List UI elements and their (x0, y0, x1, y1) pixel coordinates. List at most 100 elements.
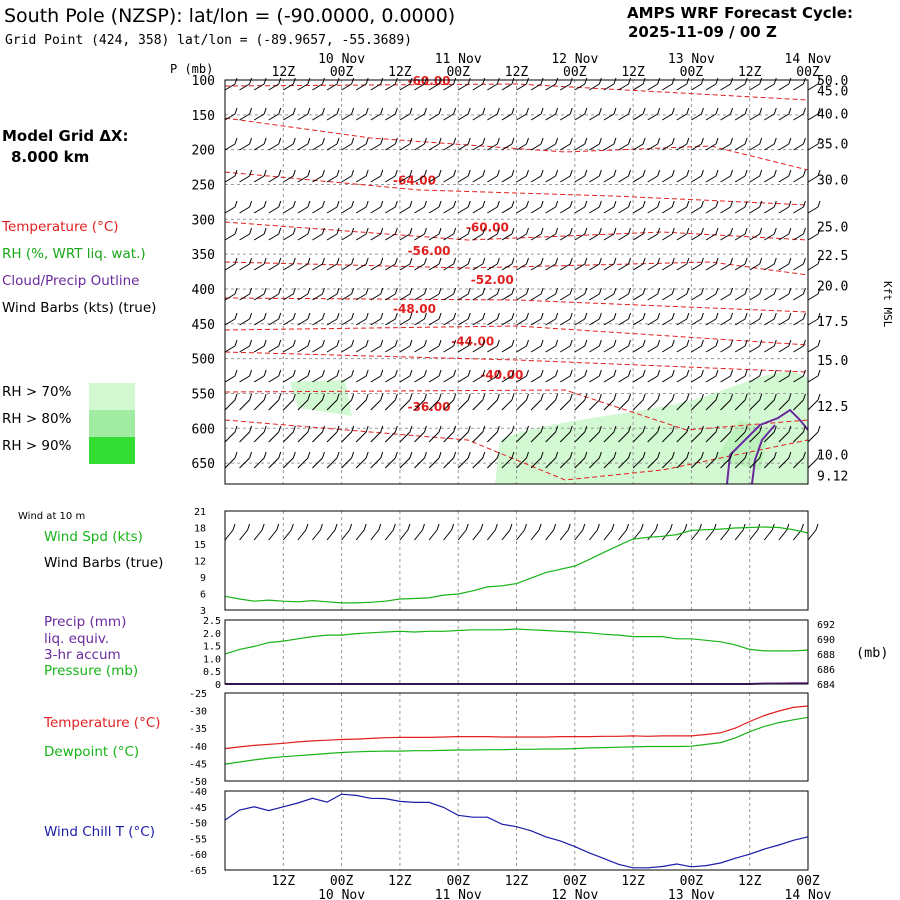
wind-barb-flag (598, 200, 602, 208)
wind-barb (705, 431, 717, 443)
wind-barb-flag (613, 200, 617, 208)
wind-barb (487, 206, 498, 214)
wind-barb (297, 143, 309, 151)
wind-barb-flag (628, 425, 631, 433)
rh-legend-label: RH > 70% (2, 384, 72, 400)
wind-barb-flag (467, 393, 471, 401)
wind-speed-tick: 15 (194, 540, 206, 551)
wind-barb (443, 206, 454, 214)
wind-barb (749, 431, 761, 443)
wind-barb-flag (511, 169, 515, 177)
surface-wind-barb (691, 529, 700, 541)
wind-barb-flag (788, 227, 792, 235)
wind-barb (414, 175, 425, 183)
wind-barb-flag (744, 169, 748, 177)
wind-barb (224, 206, 236, 214)
wind-barb-flag (773, 339, 777, 347)
wind-barb (778, 83, 790, 91)
wind-barb-flag (351, 77, 355, 85)
wind-barb (603, 399, 615, 411)
wind-barb-flag (380, 393, 384, 401)
data-point (559, 748, 561, 750)
wind-barb-flag (351, 137, 355, 145)
wind-barb-flag (482, 137, 486, 145)
wind-barb-flag (263, 369, 267, 377)
surface-wind-barb (501, 529, 511, 541)
wind-barb (589, 399, 600, 411)
data-point (705, 734, 707, 735)
data-point (341, 634, 343, 636)
data-point (734, 857, 736, 859)
wind-barb (749, 399, 761, 411)
wind-barb-flag (773, 137, 777, 145)
data-point (239, 746, 241, 748)
wind-barb-flag (686, 312, 690, 320)
wind-barb-flag (234, 227, 238, 235)
wind-barb-flag (628, 257, 631, 265)
top-time-label: 00Z (446, 65, 470, 80)
wind-barb (632, 345, 644, 353)
wind-barb (370, 345, 382, 353)
surface-wind-barb-flag (407, 523, 411, 531)
wind-barb-flag (278, 287, 282, 295)
wind-barb-flag (278, 369, 282, 377)
wind-barb (399, 345, 411, 353)
wind-barb (370, 113, 382, 121)
surface-wind-barb-flag (669, 523, 673, 531)
wind-barb-flag (773, 393, 777, 401)
wind-barb-flag (409, 227, 413, 235)
data-point (341, 793, 343, 795)
wind-barb (530, 375, 542, 383)
wind-barb-flag (759, 137, 763, 145)
data-point (734, 527, 736, 529)
wind-barb (807, 318, 819, 326)
wind-barb-flag (569, 312, 573, 320)
wind-barb-flag (278, 107, 282, 115)
wind-barb (428, 143, 440, 151)
wind-barb-flag (351, 287, 355, 295)
wind-barb-flag (540, 227, 544, 235)
wind-barb-flag (394, 369, 398, 377)
wind-barb (589, 293, 600, 301)
wind-barb (574, 233, 586, 241)
wind-barb-flag (671, 137, 675, 145)
wind-barb-flag (496, 369, 500, 377)
wind-barb-flag (380, 77, 384, 85)
wind-barb (647, 233, 658, 241)
wind-barb (676, 206, 688, 214)
wind-barb-flag (467, 451, 471, 459)
data-point (661, 746, 663, 747)
pressure-tick: 690 (817, 635, 835, 646)
wind-barb-flag (234, 107, 238, 115)
wind-barb (239, 206, 250, 214)
wind-barb (253, 83, 265, 91)
data-point (603, 747, 605, 749)
wind-barb (705, 318, 717, 326)
wind-barb-flag (526, 287, 529, 295)
top-date-label: 14 Nov (785, 52, 832, 67)
wind-barb-flag (730, 169, 734, 177)
surface-wind-barb (676, 529, 686, 541)
wind-barb (283, 233, 294, 241)
wind-barb (414, 206, 425, 214)
wind-barb-flag (598, 451, 602, 459)
wind-barb-flag (249, 137, 253, 145)
wind-barb-flag (511, 77, 515, 85)
wind-barb-flag (292, 169, 296, 177)
wind-barb-flag (263, 425, 267, 433)
wind-barb-flag (292, 425, 296, 433)
isotherm-label: -56.00 (408, 244, 451, 258)
wind-barb-flag (438, 200, 442, 208)
wind-barb (589, 457, 600, 469)
wind-barb (720, 83, 731, 91)
wind-barb (457, 233, 469, 241)
wind-barb (253, 293, 265, 301)
data-point (792, 839, 794, 841)
wind-barb (443, 431, 454, 443)
wind-barb (399, 263, 411, 271)
wind-barb-flag (773, 287, 777, 295)
wind-barb (370, 457, 382, 469)
wind-barb (661, 375, 673, 383)
wind-barb (253, 175, 265, 183)
surface-wind-barb (516, 529, 525, 541)
